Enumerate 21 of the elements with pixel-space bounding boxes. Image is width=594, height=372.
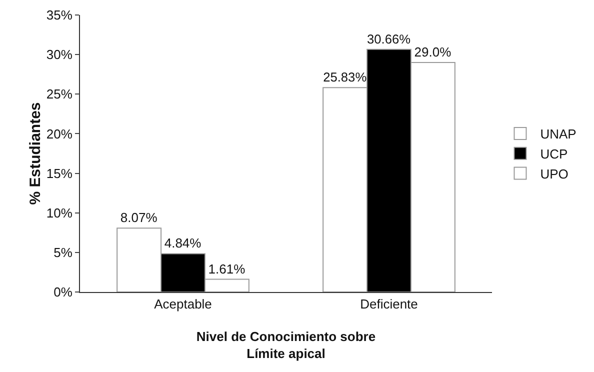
data-label: 4.84% bbox=[164, 236, 202, 251]
y-tick-label: 25% bbox=[46, 86, 73, 102]
y-tick-label: 15% bbox=[46, 166, 73, 181]
data-label: 25.83% bbox=[323, 70, 367, 85]
y-tick-label: 30% bbox=[46, 47, 73, 62]
data-label: 8.07% bbox=[120, 210, 158, 226]
y-tick-label: 5% bbox=[54, 244, 73, 260]
y-tick-label: 35% bbox=[46, 8, 73, 23]
legend-label: UCP bbox=[540, 146, 568, 162]
legend-label: UPO bbox=[540, 166, 568, 182]
y-tick-label: 10% bbox=[46, 205, 73, 220]
data-label: 1.61% bbox=[208, 261, 246, 276]
data-label: 30.66% bbox=[367, 31, 411, 46]
y-tick-label: 20% bbox=[46, 126, 73, 142]
y-axis-title: % Estudiantes bbox=[27, 102, 44, 205]
legend-label: UNAP bbox=[540, 126, 576, 142]
x-tick-label: Aceptable bbox=[154, 296, 212, 312]
x-tick-label: Deficiente bbox=[360, 296, 418, 312]
data-label: 29.0% bbox=[414, 44, 452, 60]
x-axis-title: Nivel de Conocimiento sobre Límite apical bbox=[196, 329, 376, 361]
y-tick-label: 0% bbox=[54, 284, 73, 300]
